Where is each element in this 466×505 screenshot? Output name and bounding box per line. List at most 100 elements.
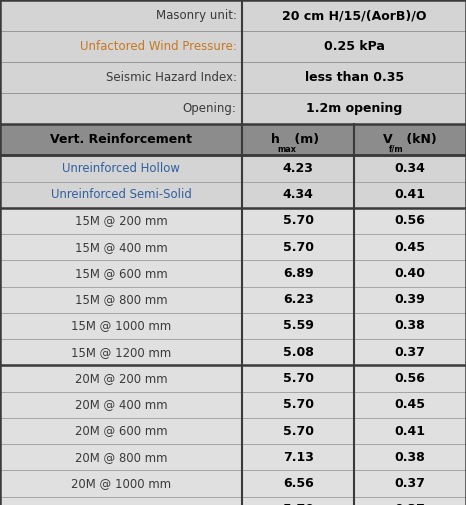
Bar [354, 208, 466, 234]
Bar [354, 155, 466, 182]
Text: 15M @ 1200 mm: 15M @ 1200 mm [71, 346, 171, 359]
Text: 20M @ 1000 mm: 20M @ 1000 mm [71, 477, 171, 490]
Text: 15M @ 800 mm: 15M @ 800 mm [75, 293, 167, 306]
Bar [0, 93, 242, 124]
Text: Unreinforced Semi-Solid: Unreinforced Semi-Solid [51, 188, 192, 201]
Text: Vert. Reinforcement: Vert. Reinforcement [50, 133, 192, 146]
Text: 15M @ 400 mm: 15M @ 400 mm [75, 241, 168, 254]
Text: 20 cm H/15/(AorB)/O: 20 cm H/15/(AorB)/O [282, 9, 426, 22]
Text: 0.34: 0.34 [395, 162, 425, 175]
Text: 4.34: 4.34 [283, 188, 314, 201]
Bar [0, 471, 242, 496]
Text: (kN): (kN) [402, 133, 437, 146]
Bar [242, 234, 354, 261]
Bar [0, 392, 242, 418]
Bar [354, 234, 466, 261]
Text: f/m: f/m [389, 145, 403, 154]
Bar [242, 31, 466, 62]
Text: 15M @ 1000 mm: 15M @ 1000 mm [71, 320, 171, 332]
Text: 0.41: 0.41 [395, 188, 425, 201]
Text: Seismic Hazard Index:: Seismic Hazard Index: [106, 71, 237, 84]
Text: 5.70: 5.70 [283, 398, 314, 411]
Bar [0, 62, 242, 93]
Text: (m): (m) [290, 133, 319, 146]
Text: 6.23: 6.23 [283, 293, 314, 306]
Bar [242, 444, 354, 471]
Bar [0, 366, 242, 392]
Text: 5.59: 5.59 [283, 320, 314, 332]
Text: Masonry unit:: Masonry unit: [156, 9, 237, 22]
Text: 0.40: 0.40 [395, 267, 425, 280]
Text: 6.56: 6.56 [283, 477, 314, 490]
Text: 4.23: 4.23 [283, 162, 314, 175]
Text: 5.70: 5.70 [283, 215, 314, 227]
Bar [242, 471, 354, 496]
Bar [0, 418, 242, 444]
Bar [0, 155, 242, 182]
Text: 5.08: 5.08 [283, 346, 314, 359]
Text: 0.37: 0.37 [395, 503, 425, 505]
Bar [242, 496, 354, 505]
Text: 5.70: 5.70 [283, 372, 314, 385]
Bar [0, 444, 242, 471]
Bar [242, 181, 354, 208]
Bar [242, 418, 354, 444]
Bar [242, 392, 354, 418]
Bar [242, 287, 354, 313]
Bar [0, 31, 242, 62]
Bar [242, 313, 354, 339]
Bar [0, 181, 242, 208]
Text: 15M @ 200 mm: 15M @ 200 mm [75, 215, 168, 227]
Text: 0.45: 0.45 [395, 241, 425, 254]
Bar [242, 339, 354, 366]
Bar [242, 0, 466, 31]
Text: 20M @ 400 mm: 20M @ 400 mm [75, 398, 167, 411]
Bar [0, 339, 242, 366]
Text: less than 0.35: less than 0.35 [305, 71, 404, 84]
Text: 5.70: 5.70 [283, 503, 314, 505]
Text: Unfactored Wind Pressure:: Unfactored Wind Pressure: [80, 40, 237, 53]
Bar [354, 287, 466, 313]
Text: 5.70: 5.70 [283, 425, 314, 437]
Bar [242, 208, 354, 234]
Bar [242, 124, 354, 156]
Text: Unreinforced Hollow: Unreinforced Hollow [62, 162, 180, 175]
Text: 15M @ 600 mm: 15M @ 600 mm [75, 267, 168, 280]
Text: 0.41: 0.41 [395, 425, 425, 437]
Text: 20M @ 200 mm: 20M @ 200 mm [75, 372, 167, 385]
Bar [354, 313, 466, 339]
Text: 1.2m opening: 1.2m opening [306, 102, 402, 115]
Bar [0, 287, 242, 313]
Text: 20M @ 600 mm: 20M @ 600 mm [75, 425, 167, 437]
Text: h: h [271, 133, 280, 146]
Bar [354, 444, 466, 471]
Bar [0, 234, 242, 261]
Bar [242, 261, 354, 287]
Text: 0.25 kPa: 0.25 kPa [324, 40, 384, 53]
Text: 5.70: 5.70 [283, 241, 314, 254]
Text: 0.56: 0.56 [395, 372, 425, 385]
Bar [0, 261, 242, 287]
Bar [0, 0, 242, 31]
Bar [0, 124, 242, 156]
Text: 0.38: 0.38 [395, 451, 425, 464]
Text: 0.56: 0.56 [395, 215, 425, 227]
Bar [354, 124, 466, 156]
Text: 20M @ 800 mm: 20M @ 800 mm [75, 451, 167, 464]
Bar [242, 62, 466, 93]
Bar [354, 471, 466, 496]
Text: 0.37: 0.37 [395, 346, 425, 359]
Bar [242, 155, 354, 182]
Bar [354, 392, 466, 418]
Bar [354, 261, 466, 287]
Bar [354, 339, 466, 366]
Text: 7.13: 7.13 [283, 451, 314, 464]
Bar [354, 418, 466, 444]
Bar [354, 366, 466, 392]
Text: 0.39: 0.39 [395, 293, 425, 306]
Text: max: max [277, 145, 296, 154]
Bar [354, 181, 466, 208]
Bar [0, 208, 242, 234]
Text: 0.45: 0.45 [395, 398, 425, 411]
Text: 0.37: 0.37 [395, 477, 425, 490]
